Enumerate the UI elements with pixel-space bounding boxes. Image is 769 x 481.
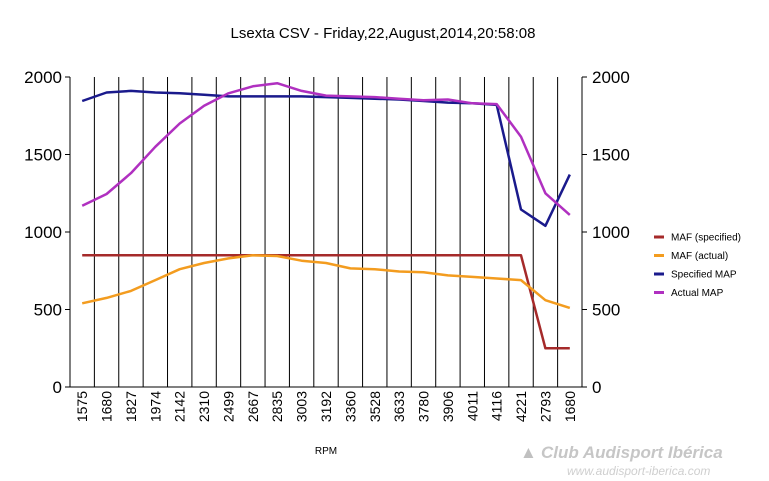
y-axis-right: 0 500 1000 1500 2000 — [582, 68, 630, 397]
series-layer — [81, 81, 571, 350]
y-tick-label-left: 1000 — [24, 223, 62, 242]
x-axis: 1575 1680 1827 1974 2142 2310 2499 2667 2835 3003… — [74, 391, 578, 422]
series-line-specified-map — [81, 89, 571, 228]
y-tick-label-right: 500 — [592, 301, 620, 320]
y-tick-label-right: 0 — [592, 378, 601, 397]
legend-label: MAF (actual) — [671, 251, 728, 262]
x-tick-label: 1827 — [123, 391, 139, 422]
x-tick-label: 1680 — [562, 391, 578, 422]
y-tick-label-right: 1500 — [592, 146, 630, 165]
x-tick-label: 2142 — [172, 391, 188, 422]
x-tick-label: 1680 — [99, 391, 115, 422]
x-tick-label: 3528 — [367, 391, 383, 422]
x-tick-label: 1974 — [147, 391, 163, 422]
x-axis-label: RPM — [315, 446, 337, 457]
x-tick-label: 3360 — [342, 391, 358, 422]
series-line-maf-actual — [81, 254, 571, 310]
y-tick-label-right: 1000 — [592, 223, 630, 242]
x-tick-label: 1575 — [74, 391, 90, 422]
y-tick-label-right: 2000 — [592, 68, 630, 87]
legend: MAF (specified) MAF (actual) Specified MAP… — [654, 233, 741, 299]
y-tick-label-left: 500 — [34, 301, 62, 320]
series-line-maf-specified — [82, 254, 570, 350]
watermark: ▲ Club Audisport Ibérica www.audisport-i… — [520, 443, 723, 478]
x-tick-label: 4116 — [489, 391, 505, 421]
y-tick-label-left: 0 — [53, 378, 62, 397]
watermark-brand: Club Audisport Ibérica — [541, 443, 723, 462]
x-tick-label: 3780 — [416, 391, 432, 422]
legend-label: MAF (specified) — [671, 233, 741, 244]
watermark-url: www.audisport-iberica.com — [567, 464, 710, 478]
watermark-logo-icon: ▲ — [520, 443, 537, 462]
x-tick-label: 4221 — [513, 391, 529, 422]
series-line-actual-map — [81, 81, 571, 216]
grid-lines — [69, 77, 583, 387]
x-tick-label: 3906 — [440, 391, 456, 422]
x-tick-label: 3003 — [294, 391, 310, 422]
x-tick-label: 2310 — [196, 391, 212, 422]
x-tick-label: 3633 — [391, 391, 407, 422]
y-tick-label-left: 2000 — [24, 68, 62, 87]
legend-label: Specified MAP — [671, 270, 737, 281]
y-axis-left: 0 500 1000 1500 2000 — [24, 68, 70, 397]
x-tick-label: 4011 — [464, 391, 480, 421]
x-tick-label: 2667 — [245, 391, 261, 422]
y-tick-label-left: 1500 — [24, 146, 62, 165]
x-tick-label: 2835 — [269, 391, 285, 422]
x-tick-label: 2793 — [537, 391, 553, 422]
chart-title: Lsexta CSV - Friday,22,August,2014,20:58… — [231, 25, 536, 42]
x-tick-label: 3192 — [318, 391, 334, 422]
plot-frame — [69, 77, 583, 388]
x-tick-label: 2499 — [220, 391, 236, 422]
legend-label: Actual MAP — [671, 288, 724, 299]
